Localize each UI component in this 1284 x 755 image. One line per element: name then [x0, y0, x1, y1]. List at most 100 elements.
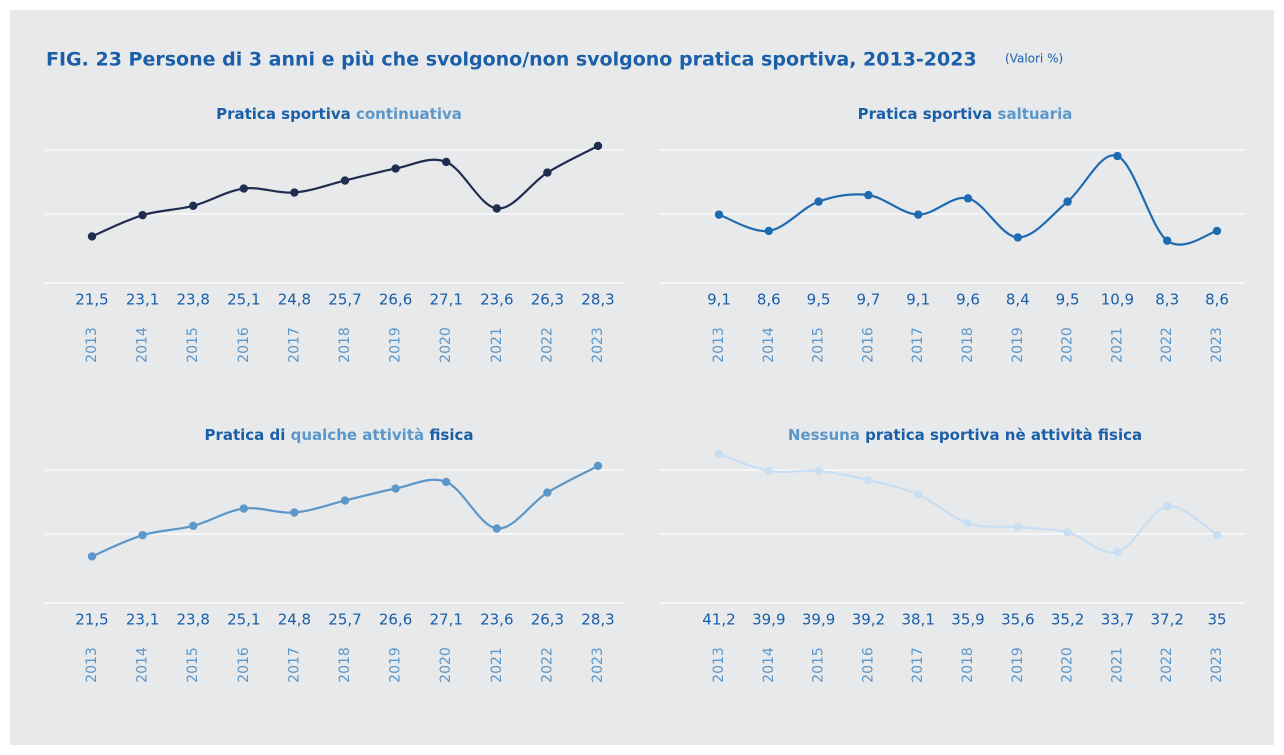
- x-tick-label: 2023: [1209, 647, 1225, 683]
- point: [290, 508, 299, 517]
- x-tick-label: 2023: [590, 327, 606, 363]
- x-tick-label: 2021: [489, 327, 505, 363]
- x-tick-label: 2017: [286, 327, 302, 363]
- value-label: 25,7: [328, 291, 361, 309]
- unit-note: (Valori %): [1005, 52, 1063, 66]
- point: [543, 168, 552, 177]
- point: [864, 475, 873, 485]
- value-label: 33,7: [1101, 611, 1134, 629]
- point: [87, 232, 97, 241]
- value-label: 9,5: [807, 291, 831, 309]
- x-tick-label: 2015: [185, 327, 201, 363]
- value-label: 23,1: [126, 611, 159, 629]
- chart-title: Nessuna pratica sportiva nè attività fis…: [788, 426, 1142, 444]
- x-tick-label: 2023: [1209, 327, 1225, 363]
- value-label: 8,6: [757, 291, 781, 309]
- title-part: qualche attività: [291, 426, 424, 444]
- title-part: Pratica sportiva: [216, 105, 356, 123]
- x-tick-label: 2020: [1060, 647, 1076, 683]
- point: [1013, 233, 1022, 242]
- x-tick-label: 2017: [910, 327, 926, 363]
- x-tick-label: 2020: [1060, 327, 1076, 363]
- point: [1013, 522, 1022, 532]
- value-label: 8,6: [1205, 291, 1229, 309]
- value-label: 25,1: [227, 291, 260, 309]
- point: [239, 504, 248, 513]
- value-label: 28,3: [581, 611, 614, 629]
- line: [718, 154, 1218, 246]
- x-tick-label: 2022: [1159, 327, 1175, 363]
- x-tick-label: 2019: [388, 327, 404, 363]
- value-label: 9,5: [1056, 291, 1080, 309]
- point: [290, 188, 299, 197]
- title-part: Pratica sportiva: [858, 105, 998, 123]
- point: [593, 461, 603, 471]
- title-part: continuativa: [356, 105, 462, 123]
- point: [340, 176, 350, 185]
- value-label: 23,8: [176, 291, 209, 309]
- value-label: 9,7: [856, 291, 880, 309]
- x-tick-label: 2013: [711, 327, 727, 363]
- value-label: 37,2: [1150, 611, 1183, 629]
- point: [442, 477, 451, 487]
- title-part: Pratica di: [204, 426, 290, 444]
- point: [391, 164, 400, 173]
- point: [239, 184, 248, 193]
- x-tick-label: 2014: [761, 327, 777, 363]
- value-label: 27,1: [429, 291, 462, 309]
- title-part: saltuaria: [998, 105, 1073, 123]
- point: [1113, 151, 1122, 161]
- x-tick-label: 2018: [337, 327, 353, 363]
- point: [492, 524, 501, 533]
- value-label: 23,8: [176, 611, 209, 629]
- point: [492, 204, 501, 213]
- value-label: 27,1: [429, 611, 462, 629]
- point: [814, 466, 823, 476]
- x-tick-label: 2022: [539, 327, 555, 363]
- point: [391, 484, 400, 493]
- x-tick-label: 2019: [1010, 327, 1026, 363]
- value-label: 35,9: [951, 611, 984, 629]
- value-label: 21,5: [75, 611, 108, 629]
- x-tick-label: 2015: [811, 327, 827, 363]
- value-label: 9,6: [956, 291, 980, 309]
- point: [914, 210, 923, 219]
- value-label: 9,1: [707, 291, 731, 309]
- point: [138, 210, 147, 220]
- value-label: 23,6: [480, 291, 513, 309]
- value-label: 26,6: [379, 611, 412, 629]
- x-tick-label: 2016: [236, 327, 252, 363]
- x-tick-label: 2013: [84, 647, 100, 683]
- x-tick-label: 2022: [539, 647, 555, 683]
- chart-title: Pratica sportiva saltuaria: [858, 105, 1073, 123]
- value-label: 26,6: [379, 291, 412, 309]
- x-tick-label: 2017: [910, 647, 926, 683]
- x-tick-label: 2018: [337, 647, 353, 683]
- point: [1063, 197, 1072, 206]
- point: [714, 449, 724, 459]
- x-tick-label: 2021: [1109, 327, 1125, 363]
- title-part: fisica: [424, 426, 473, 444]
- point: [914, 490, 923, 499]
- chart-title: Pratica di qualche attività fisica: [204, 426, 473, 444]
- value-label: 23,1: [126, 291, 159, 309]
- value-label: 10,9: [1101, 291, 1134, 309]
- point: [543, 488, 552, 497]
- value-label: 9,1: [906, 291, 930, 309]
- x-tick-label: 2023: [590, 647, 606, 683]
- point: [963, 519, 973, 528]
- value-label: 39,9: [752, 611, 785, 629]
- point: [814, 197, 823, 206]
- background: [10, 10, 1274, 745]
- point: [189, 201, 198, 211]
- value-label: 8,3: [1155, 291, 1179, 309]
- value-label: 26,3: [531, 611, 564, 629]
- point: [764, 226, 773, 236]
- value-label: 28,3: [581, 291, 614, 309]
- x-tick-label: 2014: [761, 647, 777, 683]
- point: [864, 190, 873, 200]
- point: [138, 530, 147, 540]
- value-label: 35,6: [1001, 611, 1034, 629]
- x-tick-label: 2018: [960, 647, 976, 683]
